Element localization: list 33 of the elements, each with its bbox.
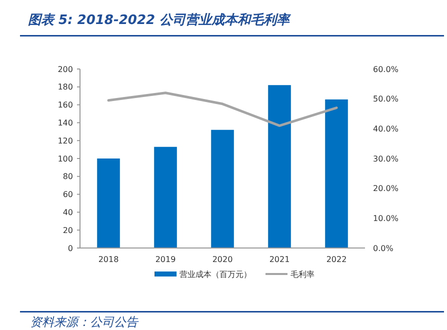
- bar: [154, 146, 177, 248]
- y2-tick-label: 30.0%: [373, 154, 399, 164]
- y-tick-label: 20: [62, 226, 73, 235]
- text: 资料来源：公司公告: [30, 315, 139, 329]
- x-tick-label: 2019: [155, 255, 176, 264]
- y-tick-label: 200: [58, 64, 73, 74]
- y-tick-label: 60: [62, 190, 73, 200]
- y2-tick-label: 60.0%: [373, 64, 399, 74]
- y-tick-label: 180: [58, 82, 73, 92]
- x-tick-label: 2021: [269, 255, 290, 264]
- y-tick-label: 80: [62, 172, 73, 182]
- y-tick-label: 100: [58, 154, 73, 164]
- y-tick-label: 120: [58, 136, 73, 146]
- y2-tick-label: 50.0%: [373, 94, 399, 104]
- bar: [325, 99, 348, 248]
- legend-label: 营业成本（百万元）: [180, 270, 252, 279]
- x-tick-label: 2018: [98, 255, 119, 264]
- legend-label: 毛利率: [290, 270, 314, 279]
- y-tick-label: 0: [68, 244, 73, 253]
- chart-title: 图表 5: 2018-2022 公司营业成本和毛利率: [28, 12, 292, 28]
- y2-tick-label: 40.0%: [373, 124, 399, 134]
- x-tick-label: 2022: [326, 255, 347, 264]
- y-tick-label: 40: [62, 208, 73, 217]
- bar: [268, 85, 291, 248]
- y-tick-label: 140: [58, 118, 73, 128]
- bar: [211, 130, 234, 248]
- y2-tick-label: 10.0%: [373, 214, 399, 223]
- y2-tick-label: 0.0%: [373, 244, 394, 253]
- y-tick-label: 160: [58, 100, 73, 110]
- x-tick-label: 2020: [212, 255, 233, 264]
- bar: [97, 158, 120, 248]
- y2-tick-label: 20.0%: [373, 184, 399, 194]
- line-series: [107, 92, 338, 127]
